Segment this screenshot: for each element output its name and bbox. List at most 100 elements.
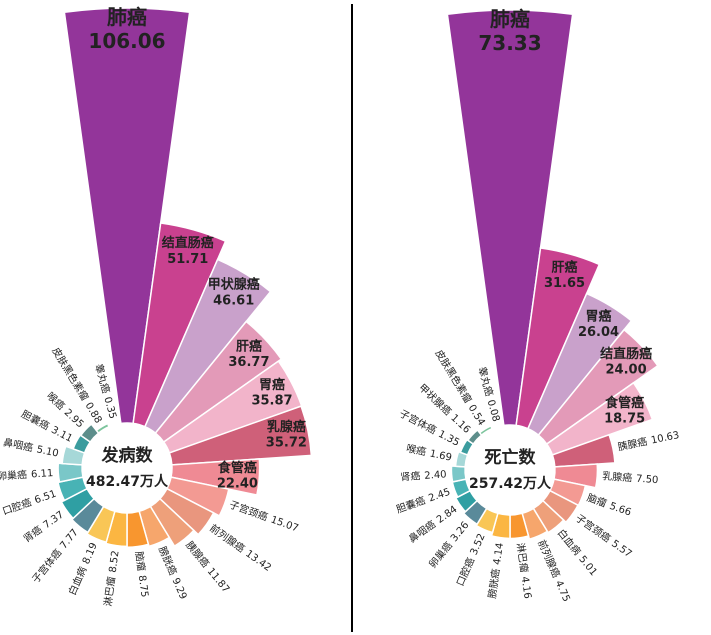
segment-label: 结直肠癌 51.71 <box>162 235 214 267</box>
value-label: 2.45 <box>427 487 452 505</box>
value-label: 3.52 <box>469 532 488 557</box>
category-label: 食管癌 <box>218 459 257 475</box>
value-label: 36.77 <box>228 354 269 369</box>
value-label: 31.65 <box>544 276 585 291</box>
value-label: 5.10 <box>35 444 59 459</box>
value-label: 4.75 <box>553 579 572 604</box>
segment-label: 白血病8.19 <box>65 540 99 597</box>
category-label: 结直肠癌 <box>162 235 214 251</box>
value-label: 35.87 <box>251 393 292 408</box>
category-label: 口腔癌 <box>1 495 34 517</box>
segment-label: 膀胱癌9.29 <box>156 544 190 601</box>
value-label: 7.37 <box>42 509 67 531</box>
category-label: 胆囊癌 <box>394 494 427 516</box>
category-label: 鼻咽癌 <box>2 435 34 454</box>
category-label: 卵巢癌 <box>426 539 455 570</box>
value-label: 24.00 <box>606 362 647 377</box>
segment-label: 子宫颈癌5.57 <box>573 511 635 560</box>
value-label: 8.75 <box>136 575 150 599</box>
category-label: 乳腺癌 <box>267 419 306 435</box>
category-label: 前列腺癌 <box>207 521 247 555</box>
center-value: 482.47万人 <box>86 473 169 490</box>
rose-segment <box>450 465 467 483</box>
value-label: 2.84 <box>435 504 460 526</box>
center-label: 死亡数 <box>485 447 537 468</box>
segment-label: 甲状腺癌 46.61 <box>208 276 260 308</box>
category-label: 睾丸癌 <box>92 362 113 394</box>
category-label: 食管癌 <box>605 394 644 410</box>
category-label: 淋巴瘤 <box>101 576 118 607</box>
value-label: 51.71 <box>167 251 208 266</box>
category-label: 肾癌 <box>21 523 45 545</box>
segment-label: 喉癌 1.69 <box>405 442 453 464</box>
category-label: 前列腺癌 <box>535 538 563 580</box>
value-label: 5.57 <box>609 538 634 560</box>
value-label: 11.87 <box>205 566 232 595</box>
segment-label: 淋巴瘤 8.52 <box>101 550 122 608</box>
category-label: 甲状腺癌 <box>208 276 260 292</box>
segment-label: 肝癌 31.65 <box>544 259 585 291</box>
value-label: 6.11 <box>31 468 54 480</box>
value-label: 26.04 <box>578 325 619 340</box>
segment-label: 结直肠癌 24.00 <box>600 345 652 377</box>
category-label: 结直肠癌 <box>600 345 652 361</box>
center-circle <box>465 425 555 515</box>
value-label: 35.72 <box>266 435 307 450</box>
segment-label: 脑瘤5.66 <box>585 491 633 519</box>
segment-label: 食管癌 22.40 <box>217 459 258 491</box>
category-label: 口腔癌 <box>453 555 477 588</box>
segment-label: 胰腺癌 10.63 <box>616 428 680 453</box>
value-label: 5.66 <box>608 501 633 519</box>
value-label: 0.35 <box>101 396 118 420</box>
value-label: 1.69 <box>429 448 453 463</box>
category-label: 鼻咽癌 <box>406 518 438 546</box>
segment-label: 卵巢癌 6.11 <box>0 466 54 483</box>
segment-label: 脑瘤 8.75 <box>133 550 152 598</box>
value-label: 1.35 <box>436 429 461 449</box>
category-label: 胰腺癌 <box>183 538 212 569</box>
value-label: 6.51 <box>33 489 58 507</box>
rose-chart: 肺癌 73.33 肝癌 31.65 胃癌 26.04 结直肠癌 24.00 食管癌 18.75胰腺… <box>394 7 680 604</box>
category-label: 淋巴瘤 <box>514 542 531 573</box>
category-label: 子宫体癌 <box>397 407 438 437</box>
segment-label: 肝癌 36.77 <box>228 338 269 370</box>
category-label: 卵巢癌 <box>0 468 27 483</box>
segment-label: 肺癌 73.33 <box>478 7 541 55</box>
value-label: 3.26 <box>449 520 472 544</box>
center-circle <box>82 423 172 513</box>
value-label: 2.40 <box>424 469 447 481</box>
segment-label: 胃癌 26.04 <box>578 308 619 340</box>
category-label: 胃癌 <box>259 377 285 393</box>
category-label: 膀胱癌 <box>156 544 180 577</box>
segment-label: 食管癌 18.75 <box>604 394 645 426</box>
category-label: 肝癌 <box>552 259 578 275</box>
value-label: 4.14 <box>492 542 506 566</box>
category-label: 子宫颈癌 <box>573 511 613 545</box>
category-label: 甲状腺癌 <box>416 381 454 418</box>
category-label: 胃癌 <box>586 308 612 324</box>
value-label: 10.63 <box>650 430 680 447</box>
category-label: 子宫颈癌 <box>228 498 270 524</box>
segment-label: 膀胱癌 4.14 <box>485 542 506 600</box>
value-label: 73.33 <box>478 31 541 55</box>
category-label: 脑瘤 <box>585 491 608 510</box>
segment-label: 胃癌 35.87 <box>251 377 292 409</box>
center-value: 257.42万人 <box>469 475 552 492</box>
category-label: 肝癌 <box>236 338 262 354</box>
segment-label: 乳腺癌 35.72 <box>266 419 307 451</box>
category-label: 膀胱癌 <box>485 568 502 599</box>
segment-label: 肾癌7.37 <box>21 508 66 545</box>
category-label: 肾癌 <box>400 469 421 483</box>
value-label: 9.29 <box>169 576 188 601</box>
value-label: 3.11 <box>49 425 74 445</box>
value-label: 15.07 <box>269 515 300 535</box>
category-label: 乳腺癌 <box>602 469 633 484</box>
value-label: 1.16 <box>448 413 472 436</box>
value-label: 2.95 <box>62 407 86 430</box>
center-label: 发病数 <box>101 445 154 466</box>
segment-label: 鼻咽癌 5.10 <box>2 435 60 459</box>
category-label: 喉癌 <box>405 442 427 459</box>
rose-segment <box>446 9 574 427</box>
value-label: 106.06 <box>88 29 165 53</box>
